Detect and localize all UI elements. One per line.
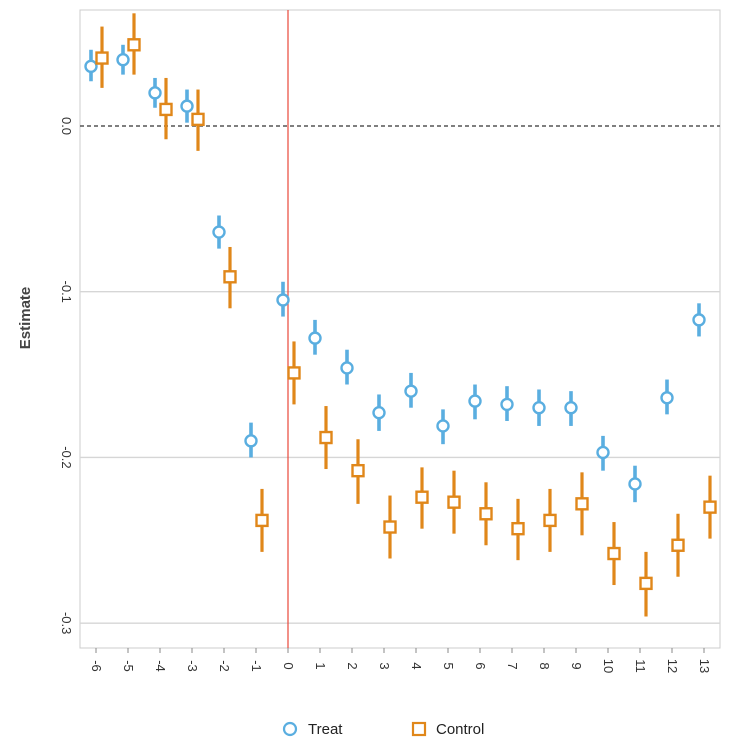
- series-treat: [84, 44, 706, 503]
- control-point: [447, 495, 461, 509]
- control-point: [479, 507, 493, 521]
- control-point: [703, 500, 717, 514]
- x-tick-label: 4: [409, 662, 424, 669]
- legend: Treat Control: [282, 721, 484, 738]
- treat-point: [596, 445, 610, 460]
- x-tick-label: 2: [345, 662, 360, 669]
- control-point: [95, 51, 109, 65]
- treat-point: [308, 331, 322, 345]
- x-tick-label: 9: [569, 662, 584, 669]
- treat-point: [116, 53, 130, 67]
- y-tick-label: -0.3: [59, 612, 74, 634]
- treat-point: [244, 434, 258, 448]
- legend-label-treat: Treat: [308, 721, 343, 738]
- control-point: [671, 538, 685, 552]
- x-tick-label: 13: [697, 659, 712, 673]
- control-point: [319, 430, 333, 445]
- x-tick-label: -2: [217, 660, 232, 672]
- x-tick-label: -1: [249, 660, 264, 672]
- x-axis-ticks: -6 -5 -4 -3 -2 -1 0 1 2 3 4 5 6 7 8 9 10 11 12 13: [89, 648, 712, 673]
- x-tick-label: 0: [281, 662, 296, 669]
- treat-point: [468, 394, 482, 408]
- control-point: [223, 270, 237, 284]
- legend-treat-circle-icon: [282, 721, 298, 737]
- x-tick-label: -4: [153, 660, 168, 672]
- x-tick-label: 11: [633, 659, 648, 673]
- x-tick-label: -6: [89, 660, 104, 672]
- treat-point: [276, 293, 290, 307]
- control-point: [607, 546, 621, 561]
- x-tick-label: 7: [505, 662, 520, 669]
- control-point: [191, 112, 205, 127]
- control-point: [159, 102, 173, 117]
- control-point: [543, 513, 557, 528]
- y-axis-ticks: 0.0 -0.1 -0.2 -0.3: [59, 117, 74, 634]
- y-tick-label: -0.1: [59, 281, 74, 303]
- treat-point: [84, 59, 98, 74]
- y-axis-label: Estimate: [17, 287, 34, 350]
- plot-frame: [79, 9, 721, 649]
- treat-point: [436, 419, 450, 433]
- x-tick-label: 10: [601, 659, 616, 673]
- treat-point: [628, 477, 642, 491]
- treat-point: [564, 401, 578, 415]
- treat-point: [372, 405, 386, 420]
- x-tick-label: 3: [377, 662, 392, 669]
- control-point: [415, 490, 429, 504]
- treat-point: [500, 397, 514, 412]
- treat-point: [532, 401, 546, 415]
- plot-border: [79, 9, 721, 649]
- control-point: [351, 463, 365, 478]
- control-point: [511, 521, 525, 536]
- treat-point: [404, 384, 418, 398]
- legend-control-square-icon: [411, 721, 427, 737]
- control-point: [287, 366, 301, 380]
- x-tick-label: 12: [665, 659, 680, 673]
- y-tick-label: 0.0: [59, 117, 74, 135]
- control-point: [639, 576, 653, 591]
- treat-point: [340, 361, 354, 375]
- x-tick-label: 8: [537, 662, 552, 669]
- y-tick-label: -0.2: [59, 446, 74, 468]
- x-tick-label: -5: [121, 660, 136, 672]
- grid-lines: [80, 291, 720, 624]
- treat-point: [148, 86, 162, 100]
- x-tick-label: 6: [473, 662, 488, 669]
- x-tick-label: 1: [313, 662, 328, 669]
- control-point: [255, 513, 269, 528]
- treat-point: [180, 99, 194, 113]
- control-point: [575, 497, 589, 511]
- series-control: [95, 13, 717, 617]
- legend-label-control: Control: [436, 721, 484, 738]
- control-point: [127, 38, 141, 52]
- x-tick-label: -3: [185, 660, 200, 672]
- treat-point: [660, 391, 674, 405]
- x-tick-label: 5: [441, 662, 456, 669]
- treat-point: [212, 225, 226, 239]
- control-point: [383, 520, 397, 534]
- treat-point: [692, 313, 706, 327]
- series-layer: [84, 13, 717, 617]
- reference-lines: [80, 10, 720, 648]
